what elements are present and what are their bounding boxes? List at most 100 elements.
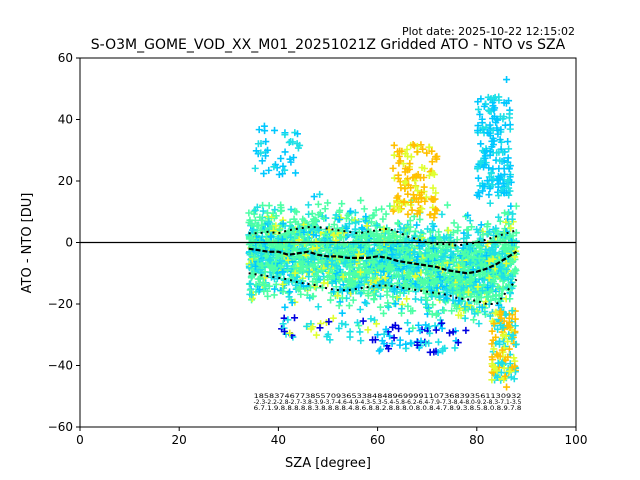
scatter-point: [277, 154, 285, 162]
scatter-point: [409, 174, 417, 182]
scatter-point: [425, 172, 433, 180]
scatter-point: [503, 161, 511, 169]
scatter-point: [509, 232, 517, 240]
scatter-point: [368, 218, 376, 226]
scatter-point: [463, 251, 471, 259]
scatter-point: [430, 171, 438, 179]
scatter-point: [504, 138, 512, 146]
scatter-point: [329, 314, 337, 322]
stats-row-1: 1858374677385570936533848489699991107368…: [254, 393, 522, 400]
scatter-point: [251, 206, 259, 214]
scatter-point: [246, 286, 254, 294]
scatter-point: [511, 322, 519, 330]
scatter-point: [466, 277, 474, 285]
scatter-point: [323, 333, 331, 341]
scatter-point: [436, 316, 444, 324]
scatter-point: [328, 268, 336, 276]
scatter-point: [259, 278, 267, 286]
scatter-point: [477, 140, 485, 148]
scatter-point: [464, 211, 472, 219]
scatter-point: [425, 283, 433, 291]
scatter-point: [488, 353, 496, 361]
scatter-point: [248, 272, 256, 280]
scatter-point: [425, 307, 433, 315]
scatter-point: [401, 150, 409, 158]
scatter-point: [404, 319, 412, 327]
scatter-point: [466, 217, 474, 225]
scatter-point: [410, 248, 418, 256]
scatter-point: [394, 219, 402, 227]
x-axis-label: SZA [degree]: [285, 456, 371, 471]
scatter-point: [369, 212, 377, 220]
scatter-point: [490, 345, 498, 353]
scatter-point: [324, 273, 332, 281]
scatter-point: [371, 316, 379, 324]
scatter-point: [335, 324, 343, 332]
scatter-point: [344, 211, 352, 219]
scatter-point: [438, 319, 446, 327]
scatter-point: [380, 330, 388, 338]
scatter-point: [410, 142, 418, 150]
scatter-point: [345, 220, 353, 228]
y-tick-label: −20: [48, 297, 73, 311]
scatter-point: [338, 200, 346, 208]
scatter-point: [474, 189, 482, 197]
scatter-point: [432, 205, 440, 213]
scatter-point: [320, 279, 328, 287]
scatter-point: [345, 243, 353, 251]
scatter-point: [271, 126, 279, 134]
scatter-point: [424, 225, 432, 233]
scatter-point: [407, 339, 415, 347]
scatter-point: [251, 253, 259, 261]
scatter-point: [460, 293, 468, 301]
scatter-point: [496, 238, 504, 246]
scatter-point: [475, 271, 483, 279]
scatter-point: [421, 249, 429, 257]
y-tick-label: 0: [65, 236, 73, 250]
scatter-point: [462, 326, 470, 334]
scatter-point: [479, 239, 487, 247]
scatter-point: [369, 275, 377, 283]
scatter-point: [440, 307, 448, 315]
scatter-point: [495, 337, 503, 345]
y-tick-label: 40: [58, 113, 73, 127]
scatter-point: [336, 215, 344, 223]
y-axis-label: ATO - NTO [DU]: [20, 193, 35, 294]
scatter-point: [492, 224, 500, 232]
x-tick-label: 80: [469, 433, 484, 447]
scatter-point: [449, 257, 457, 265]
scatter-point: [498, 250, 506, 258]
scatter-point: [430, 348, 438, 356]
x-tick-label: 100: [565, 433, 588, 447]
scatter-point: [351, 258, 359, 266]
scatter-point: [479, 124, 487, 132]
scatter-point: [474, 309, 482, 317]
scatter-point: [378, 337, 386, 345]
scatter-point: [283, 238, 291, 246]
mean-curve: [248, 247, 518, 275]
scatter-point: [414, 237, 422, 245]
scatter-point: [265, 166, 273, 174]
scatter-point: [388, 274, 396, 282]
scatter-point: [381, 274, 389, 282]
scatter-point: [476, 110, 484, 118]
scatter-point: [310, 256, 318, 264]
scatter-point: [495, 263, 503, 271]
scatter-point: [356, 328, 364, 336]
scatter-point: [372, 206, 380, 214]
scatter-point: [504, 178, 512, 186]
scatter-point: [280, 314, 288, 322]
scatter-point: [394, 295, 402, 303]
scatter-point: [360, 287, 368, 295]
scatter-point: [406, 223, 414, 231]
scatter-point: [314, 200, 322, 208]
scatter-point: [389, 207, 397, 215]
scatter-point: [368, 265, 376, 273]
scatter-point: [443, 289, 451, 297]
scatter-point: [307, 325, 315, 333]
scatter-point: [362, 234, 370, 242]
scatter-point: [403, 271, 411, 279]
scatter-point: [394, 244, 402, 252]
scatter-point: [505, 345, 513, 353]
scatter-point: [507, 224, 515, 232]
